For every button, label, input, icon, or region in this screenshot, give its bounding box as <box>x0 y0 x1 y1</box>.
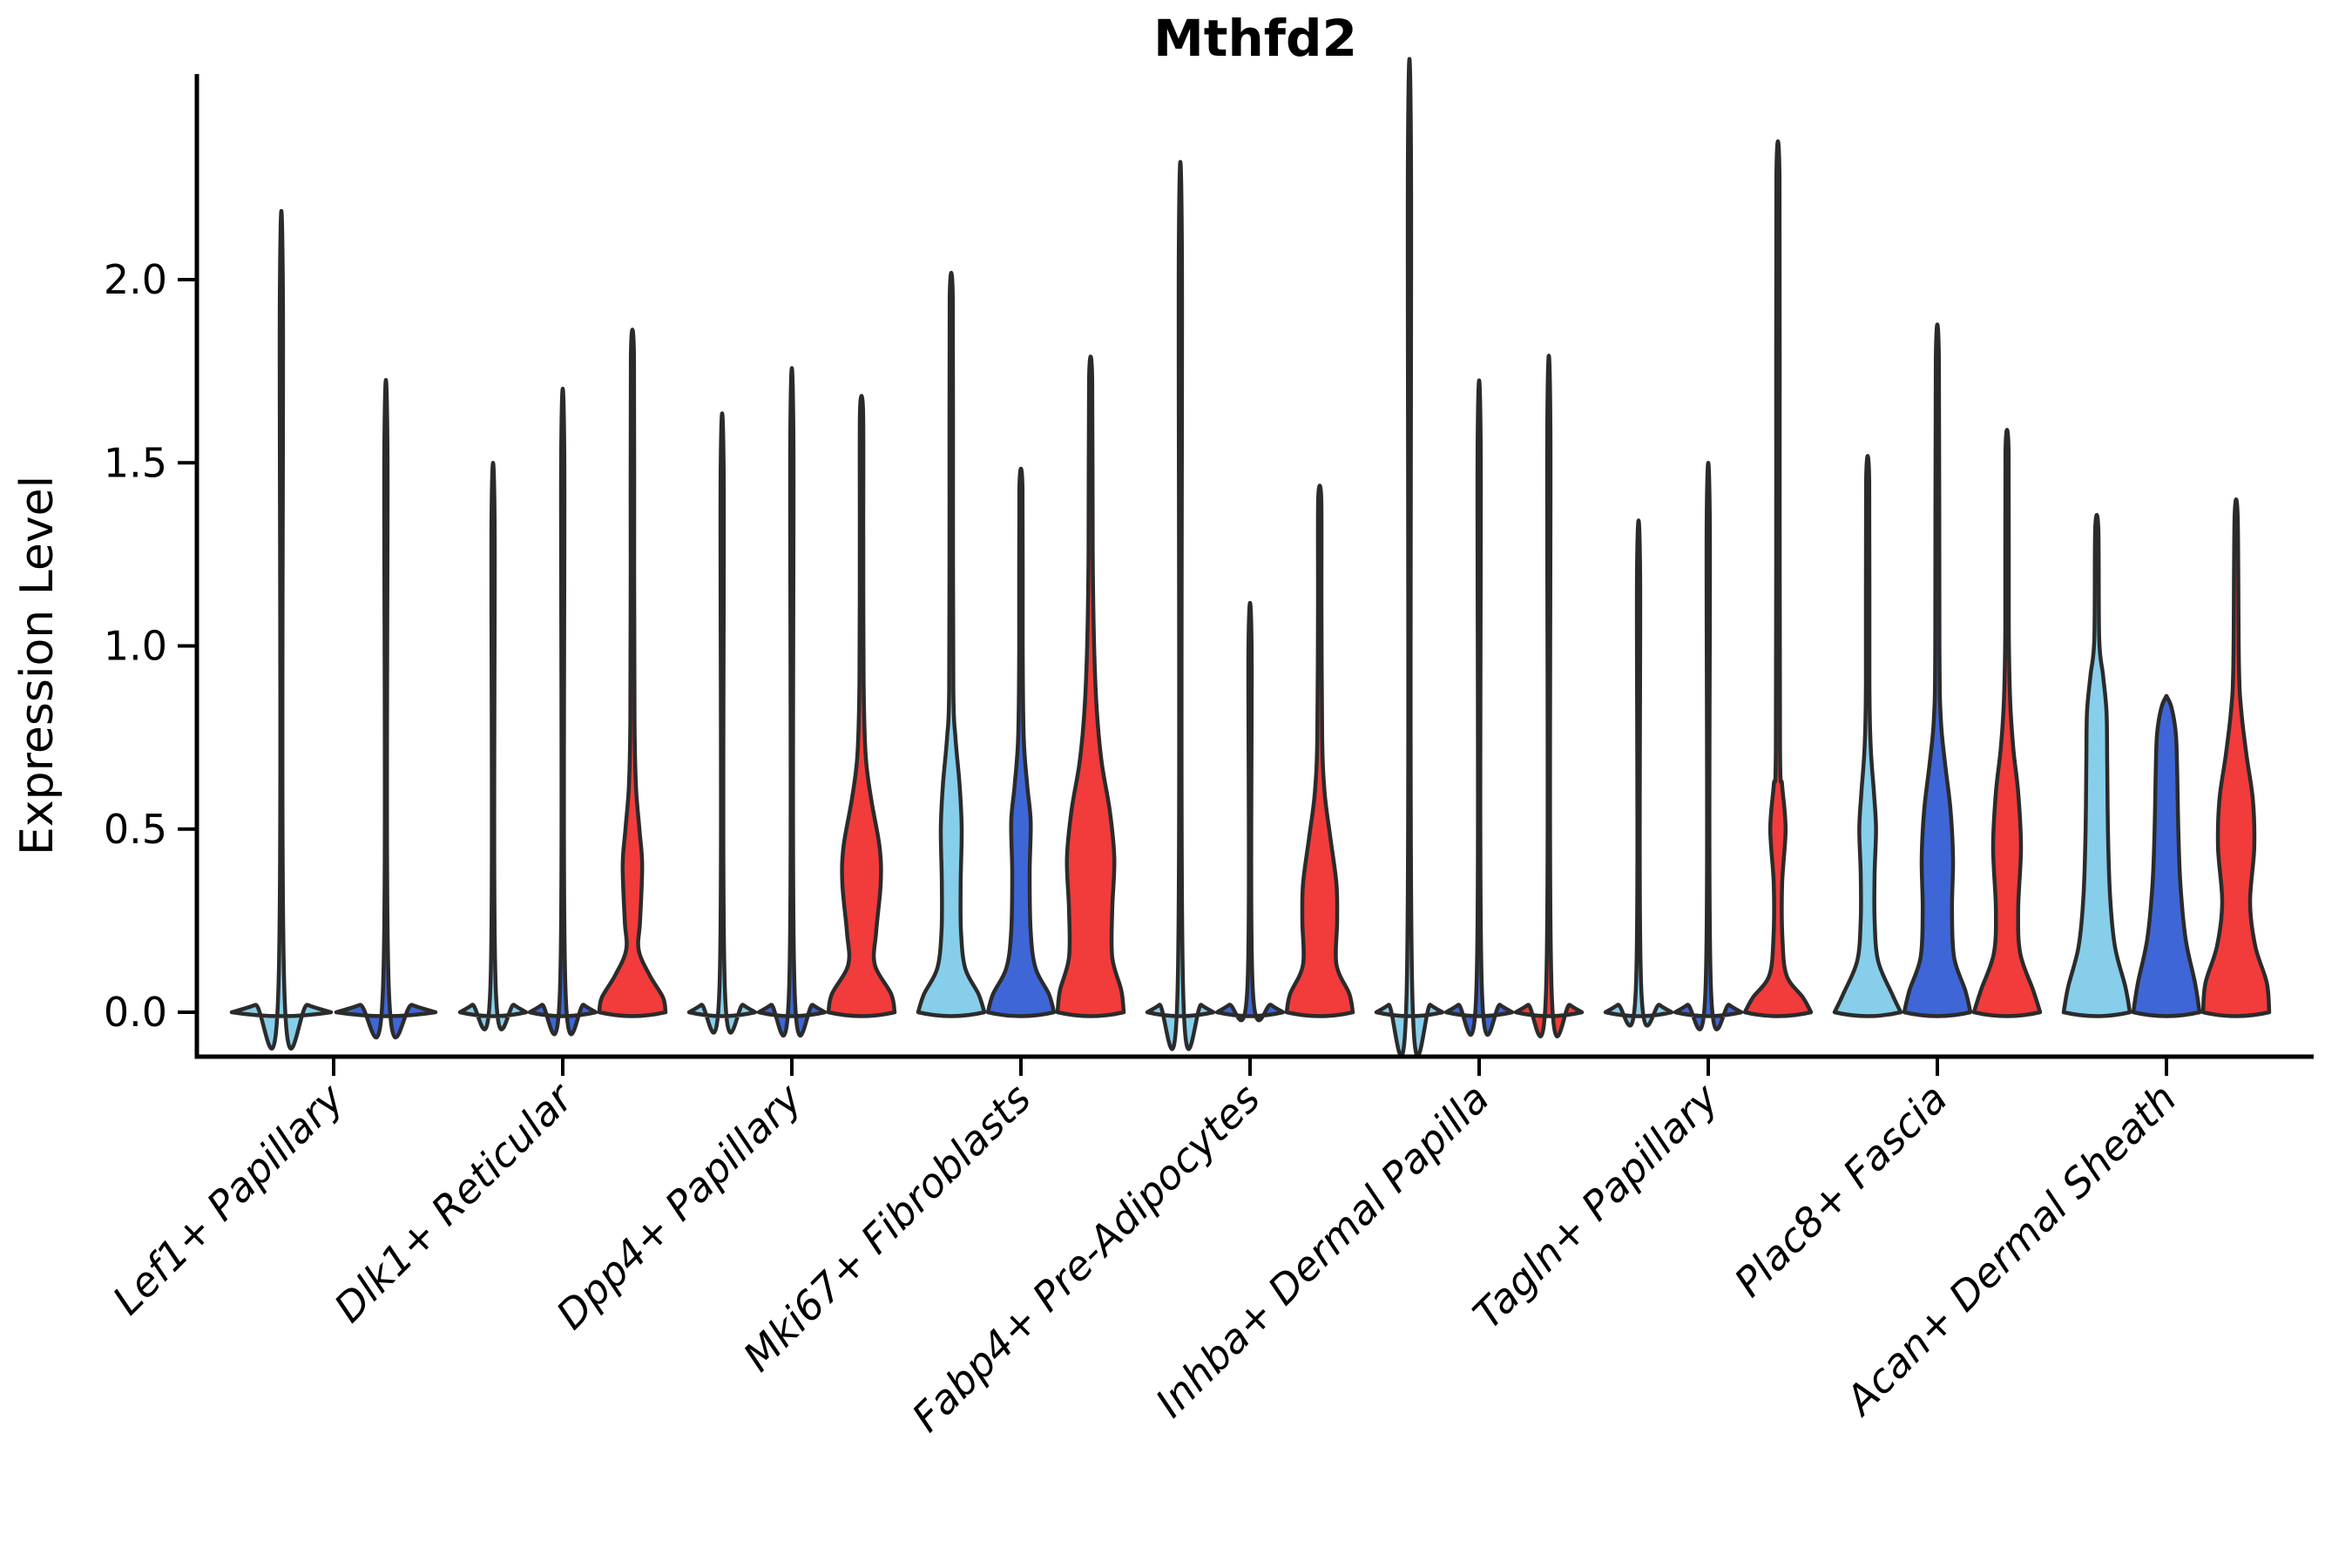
axes-layer <box>194 74 2314 1059</box>
y-tick-label: 1.5 <box>104 439 167 486</box>
violin-group-8 <box>1832 322 2043 1018</box>
violin-mki67-blue <box>985 466 1057 1018</box>
x-tick-label: Lef1+ Papillary <box>104 1074 353 1323</box>
violin-acan-red <box>2200 497 2272 1018</box>
violin-dlk1-red <box>597 328 668 1018</box>
violin-acan-skyblue <box>2061 512 2132 1018</box>
violin-dlk1-blue <box>527 387 598 1037</box>
violin-dpp4-skyblue <box>686 411 758 1035</box>
y-tick-label: 1.0 <box>104 623 167 670</box>
violin-dpp4-blue <box>756 366 828 1037</box>
violin-plac8-blue <box>1902 322 1973 1018</box>
violin-tagln-skyblue <box>1603 518 1674 1028</box>
violin-group-7 <box>1603 139 1814 1031</box>
y-tick-label: 2.0 <box>104 256 167 303</box>
x-tick-label: Dpp4+ Papillary <box>547 1074 811 1338</box>
violin-group-2 <box>457 328 668 1037</box>
violin-tagln-blue <box>1673 460 1744 1031</box>
y-tick-label: 0.5 <box>104 806 167 853</box>
violin-fabp4-blue <box>1214 600 1286 1023</box>
violin-group-5 <box>1145 160 1355 1051</box>
y-axis-label: Expression Level <box>11 476 64 855</box>
violin-mki67-red <box>1055 355 1126 1018</box>
violin-group-6 <box>1374 57 1585 1058</box>
violin-dpp4-red <box>826 394 897 1018</box>
x-tick-label: Tagln+ Papillary <box>1463 1074 1727 1338</box>
violin-mki67-skyblue <box>916 271 987 1018</box>
violin-group-3 <box>686 366 897 1037</box>
violin-tagln-red <box>1742 139 1814 1018</box>
violin-group-1 <box>229 209 438 1051</box>
violin-lef1-blue <box>334 378 438 1040</box>
violin-inhba-blue <box>1443 378 1515 1037</box>
violin-acan-blue <box>2131 693 2202 1018</box>
chart-title: Mthfd2 <box>1153 9 1357 68</box>
x-tick-label: Plac8+ Fascia <box>1725 1075 1956 1306</box>
violin-inhba-red <box>1513 354 1585 1038</box>
violin-fabp4-skyblue <box>1145 160 1216 1051</box>
x-tick-label: Dlk1+ Reticular <box>325 1072 584 1331</box>
violin-dlk1-skyblue <box>457 460 529 1031</box>
violin-group-9 <box>2061 497 2272 1018</box>
violin-plac8-red <box>1971 428 2043 1018</box>
violins-layer <box>229 57 2272 1058</box>
y-tick-label: 0.0 <box>104 989 167 1036</box>
violin-plac8-skyblue <box>1832 454 1903 1018</box>
violin-fabp4-red <box>1284 483 1355 1018</box>
violin-group-4 <box>916 271 1126 1018</box>
violin-lef1-skyblue <box>229 209 334 1051</box>
violin-inhba-skyblue <box>1374 57 1445 1058</box>
